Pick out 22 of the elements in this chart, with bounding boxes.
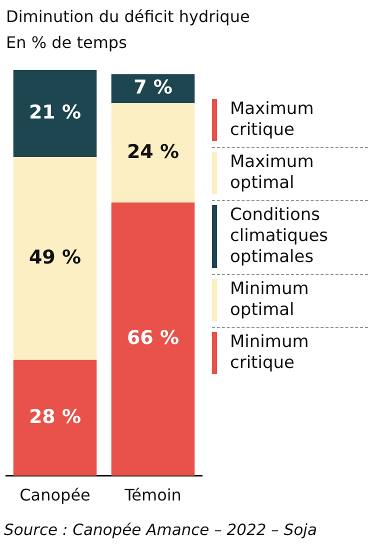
chart-subtitle: En % de temps: [6, 32, 128, 54]
data-label: 28 %: [28, 406, 82, 428]
text: Maximum optimal: [230, 152, 314, 193]
text: Maximum critique: [230, 99, 314, 140]
source-note: Source : Canopée Amance – 2022 – Soja: [4, 521, 317, 539]
chart-title: Diminution du déficit hydrique: [6, 6, 250, 28]
data-label: 21 %: [28, 101, 82, 124]
bar: [111, 103, 195, 203]
data-label: 66 %: [126, 327, 180, 350]
x-tick-label: Canopée: [20, 486, 90, 505]
bar: [13, 156, 97, 360]
data-label: 7 %: [134, 76, 172, 99]
text: Conditions climatiques optimales: [230, 205, 328, 267]
bar: [111, 202, 195, 476]
bar: [13, 360, 97, 476]
bar: [111, 74, 195, 104]
data-label: 24 %: [126, 140, 180, 163]
x-tick-label: Témoin: [124, 486, 182, 505]
bar: [13, 70, 97, 157]
text: Minimum optimal: [230, 279, 309, 320]
text: Minimum critique: [230, 332, 309, 373]
data-label: 49 %: [28, 246, 82, 268]
